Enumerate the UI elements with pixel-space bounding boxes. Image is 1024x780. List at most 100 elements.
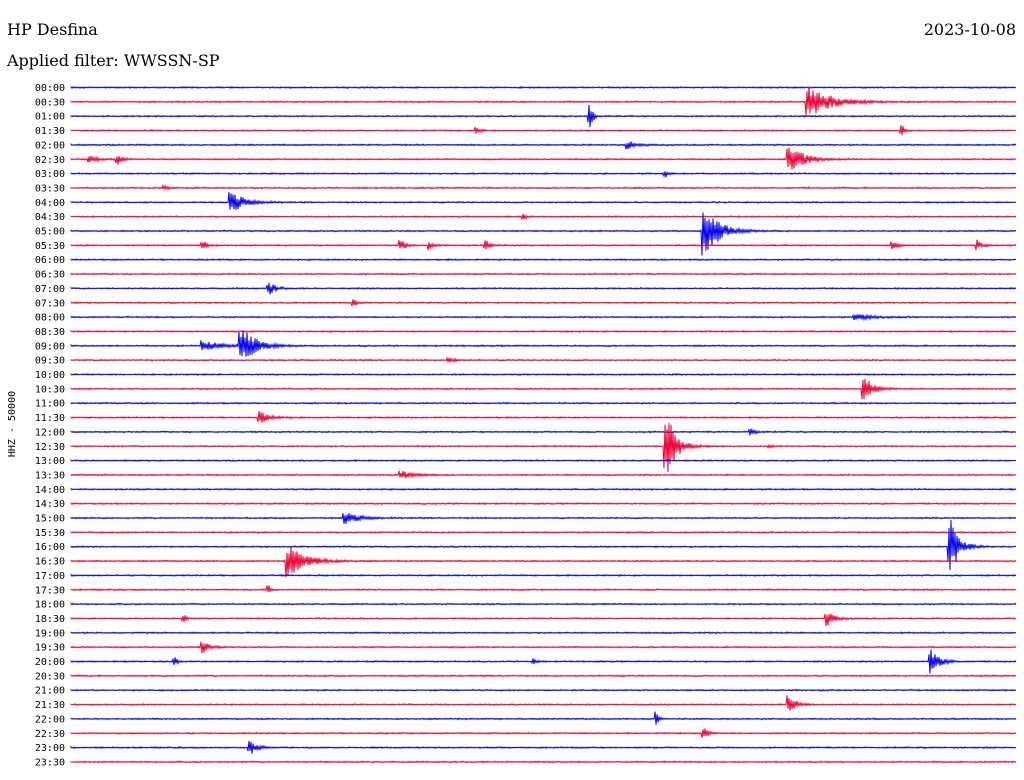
trace-line [70,299,1017,307]
trace-line [70,183,1017,191]
time-tick-label: 16:30 [35,557,65,568]
time-tick-label: 17:30 [35,585,65,596]
time-tick-label: 18:00 [35,600,65,611]
time-tick-label: 20:00 [35,657,65,668]
time-tick-label: 19:00 [35,628,65,639]
time-tick-label: 02:30 [35,155,65,166]
trace-line [70,760,1017,764]
trace-line [70,458,1017,463]
trace-line [70,272,1017,276]
trace-line [70,530,1017,535]
time-tick-label: 04:30 [35,212,65,223]
filter-value: WWSSN-SP [123,51,220,70]
trace-line [70,239,1017,251]
date-label: 2023-10-08 [923,20,1016,39]
trace-line [70,330,1017,357]
time-tick-label: 22:30 [35,729,65,740]
trace-line [70,401,1017,405]
time-tick-label: 21:00 [35,686,65,697]
trace-line [70,213,1017,221]
y-axis-label: HHZ - 50000 [7,391,18,457]
trace-line [70,125,1017,136]
trace-line [70,192,1017,210]
trace-line [70,313,1017,322]
trace-line [70,711,1017,725]
trace-line [70,141,1017,150]
trace-line [70,212,1017,256]
time-tick-label: 23:30 [35,757,65,768]
time-tick-label: 19:30 [35,643,65,654]
trace-line [70,85,1017,90]
trace-line [70,411,1017,423]
filter-line: Applied filter: WWSSN-SP [7,51,220,70]
time-tick-label: 21:30 [35,700,65,711]
trace-line [70,372,1017,377]
time-tick-label: 08:00 [35,313,65,324]
time-tick-label: 00:00 [35,83,65,94]
time-tick-label: 14:00 [35,485,65,496]
time-tick-label: 07:30 [35,298,65,309]
trace-line [70,613,1017,626]
trace-line [70,170,1017,178]
time-tick-labels: 00:00 00:30 01:00 01:30 02:00 02:30 03:00 03:30… [35,83,65,768]
trace-line [70,104,1017,128]
trace-line [70,519,1017,571]
trace-line [70,378,1017,400]
time-tick-label: 00:30 [35,97,65,108]
time-tick-label: 01:30 [35,126,65,137]
time-tick-label: 03:30 [35,183,65,194]
time-tick-label: 23:00 [35,743,65,754]
time-tick-label: 10:30 [35,384,65,395]
trace-line [70,631,1017,635]
time-tick-label: 03:00 [35,169,65,180]
trace-line [70,470,1017,479]
trace-line [70,329,1017,334]
trace-line [70,513,1017,524]
trace-line [70,356,1017,364]
trace-line [70,649,1017,674]
trace-line [70,674,1017,678]
trace-line [70,688,1017,692]
trace-line [70,728,1017,738]
station-title: HP Desfina [7,20,98,39]
trace-line [70,422,1017,472]
time-tick-label: 10:00 [35,370,65,381]
time-tick-label: 02:00 [35,140,65,151]
time-tick-label: 16:00 [35,542,65,553]
trace-line [70,147,1017,170]
trace-lines [70,85,1017,764]
trace-line [70,282,1017,295]
time-tick-label: 07:00 [35,284,65,295]
time-tick-label: 05:30 [35,241,65,252]
trace-line [70,86,1017,116]
time-tick-label: 22:00 [35,714,65,725]
time-tick-label: 15:00 [35,514,65,525]
time-tick-label: 17:00 [35,571,65,582]
trace-line [70,585,1017,593]
trace-line [70,547,1017,578]
time-tick-label: 06:30 [35,270,65,281]
time-tick-label: 09:30 [35,356,65,367]
time-tick-label: 11:30 [35,413,65,424]
trace-line [70,695,1017,711]
trace-line [70,740,1017,754]
time-tick-label: 12:00 [35,427,65,438]
trace-line [70,573,1017,578]
time-tick-label: 13:30 [35,470,65,481]
time-tick-label: 18:30 [35,614,65,625]
time-tick-label: 11:00 [35,399,65,410]
time-tick-label: 13:00 [35,456,65,467]
time-tick-label: 14:30 [35,499,65,510]
time-tick-label: 04:00 [35,198,65,209]
trace-line [70,258,1017,262]
time-tick-label: 01:00 [35,112,65,123]
time-tick-label: 05:00 [35,227,65,238]
trace-line [70,487,1017,491]
trace-line [70,501,1017,506]
time-tick-label: 15:30 [35,528,65,539]
trace-line [70,602,1017,606]
time-tick-label: 08:30 [35,327,65,338]
time-tick-label: 12:30 [35,442,65,453]
time-tick-label: 06:00 [35,255,65,266]
